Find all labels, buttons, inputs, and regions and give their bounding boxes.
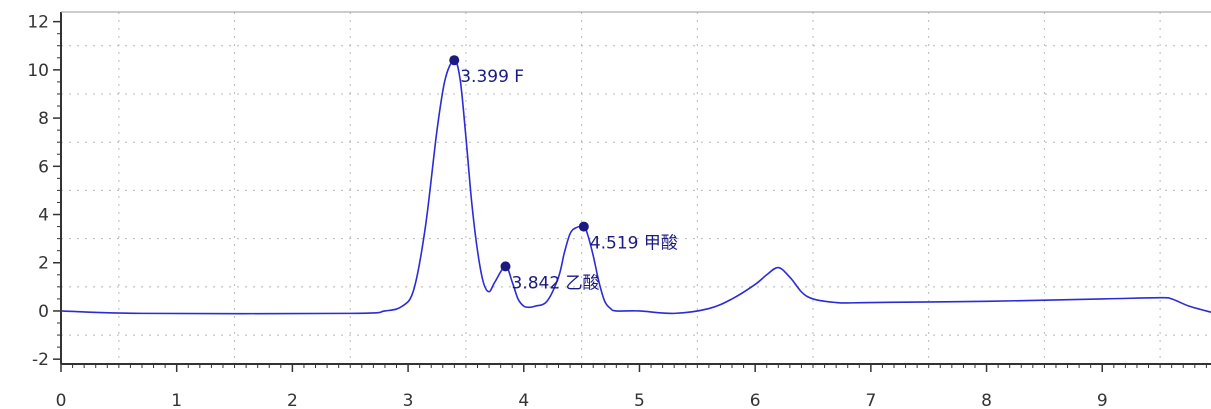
plot-area xyxy=(61,12,1211,364)
peak-label: 3.842 乙酸 xyxy=(511,273,599,293)
series xyxy=(60,59,1211,315)
y-tick-label: 4 xyxy=(38,206,49,226)
x-tick-label: 4 xyxy=(518,391,529,409)
x-tick-label: 6 xyxy=(750,391,761,409)
grid xyxy=(61,12,1211,364)
y-tick-label: 0 xyxy=(38,302,49,322)
x-tick-label: 3 xyxy=(403,391,414,409)
peak-label: 4.519 甲酸 xyxy=(590,234,678,254)
peak-marker xyxy=(578,221,589,232)
axes xyxy=(60,11,1211,365)
x-tick-label: 8 xyxy=(981,391,992,409)
y-tick-label: 8 xyxy=(38,109,49,129)
x-tick-label: 1 xyxy=(171,391,182,409)
y-tick-label: 6 xyxy=(38,157,49,177)
x-tick-label: 7 xyxy=(865,391,876,409)
x-tick-label: 2 xyxy=(287,391,298,409)
y-tick-label: 10 xyxy=(27,61,49,81)
y-tick-label: 12 xyxy=(27,13,49,33)
x-tick-label: 0 xyxy=(56,391,67,409)
x-tick-label: 9 xyxy=(1097,391,1108,409)
y-tick-label: 2 xyxy=(38,254,49,274)
peak-markers: 3.399 F 3.842 乙酸 4.519 甲酸 xyxy=(449,55,678,293)
x-tick-label: 5 xyxy=(634,391,645,409)
y-tick-label: -2 xyxy=(32,350,49,370)
peak-label: 3.399 F xyxy=(460,67,524,87)
peak-marker xyxy=(449,55,460,66)
chromatogram-line xyxy=(60,59,1211,315)
peak-marker xyxy=(500,261,511,272)
